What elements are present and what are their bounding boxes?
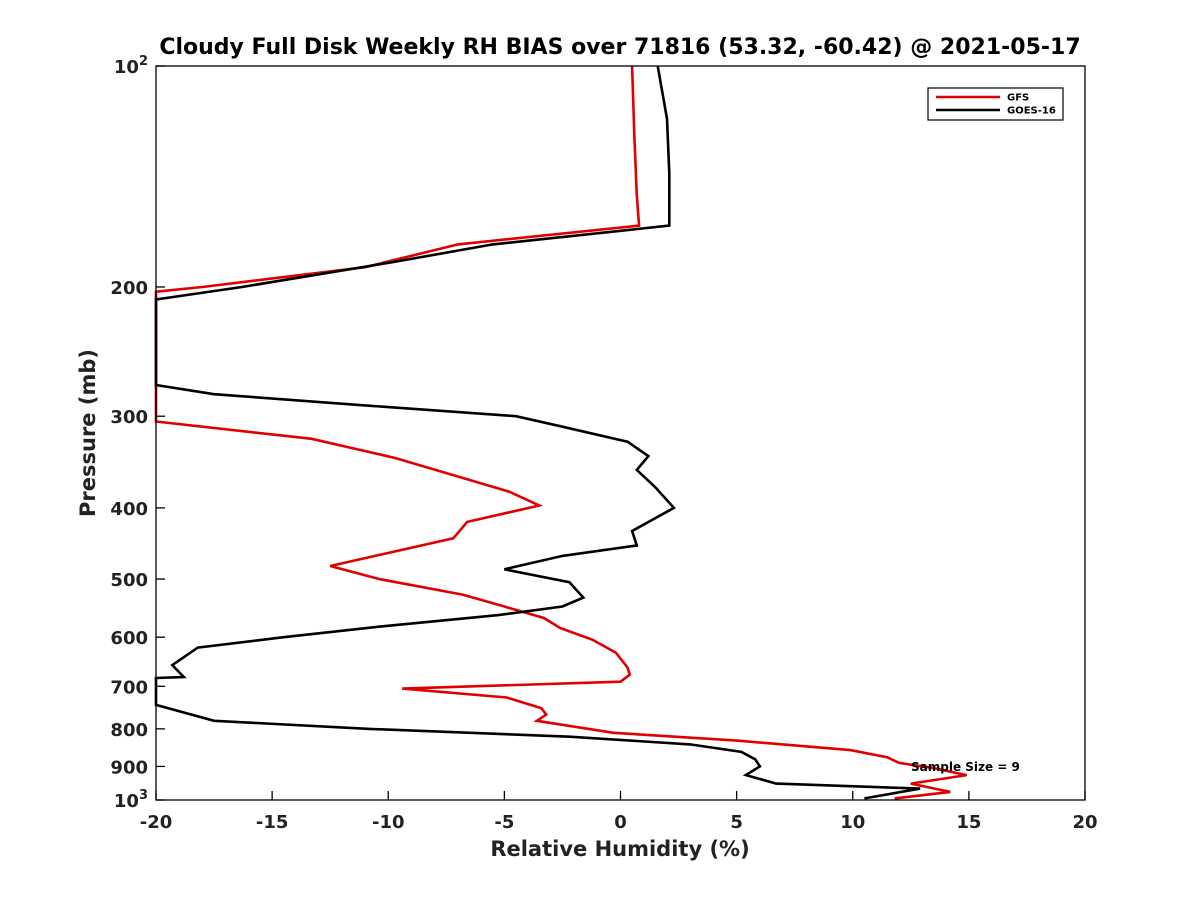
y-tick-label: 600 <box>110 628 148 649</box>
y-tick-label: 800 <box>110 720 148 741</box>
plot-frame <box>155 65 1086 801</box>
y-tick-label: 102 <box>114 54 148 78</box>
x-tick-label: 0 <box>614 812 627 833</box>
legend: GFS GOES-16 <box>927 87 1064 121</box>
legend-label-gfs: GFS <box>1007 93 1029 104</box>
y-tick-label: 300 <box>110 407 148 428</box>
series-line-goes16 <box>154 65 921 800</box>
y-tick-label: 700 <box>110 677 148 698</box>
y-tick-label: 103 <box>114 788 148 812</box>
x-tick-label: -15 <box>256 812 289 833</box>
y-tick-label: 900 <box>110 757 148 778</box>
y-tick-label: 400 <box>110 499 148 520</box>
series-layer <box>154 65 967 800</box>
series-line-gfs <box>154 65 967 800</box>
legend-label-goes16: GOES-16 <box>1007 106 1056 117</box>
y-axis-label: Pressure (mb) <box>76 349 100 517</box>
x-tick-label: 5 <box>730 812 743 833</box>
legend-box <box>927 87 1064 121</box>
x-tick-label: -10 <box>372 812 405 833</box>
x-tick-label: -20 <box>140 812 173 833</box>
y-tick-label: 500 <box>110 570 148 591</box>
sample-size-annotation: Sample Size = 9 <box>911 760 1020 774</box>
y-tick-label: 200 <box>110 278 148 299</box>
x-tick-label: 10 <box>840 812 865 833</box>
chart-title: Cloudy Full Disk Weekly RH BIAS over 718… <box>159 35 1080 60</box>
ticks-layer: -20 -15 -10 -5 0 5 10 15 20 102 200 300 400 500 600 700… <box>110 54 1097 833</box>
x-tick-label: -5 <box>494 812 514 833</box>
x-tick-label: 20 <box>1072 812 1097 833</box>
x-tick-label: 15 <box>956 812 981 833</box>
x-axis-label: Relative Humidity (%) <box>490 837 749 861</box>
